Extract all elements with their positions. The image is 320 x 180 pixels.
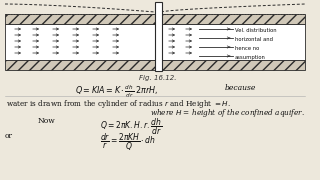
Bar bbox=[155, 2, 162, 71]
Text: because: because bbox=[225, 84, 256, 92]
Bar bbox=[5, 60, 305, 70]
Text: hence no: hence no bbox=[235, 46, 259, 51]
Text: assumption: assumption bbox=[235, 55, 266, 60]
Text: Vel. distribution: Vel. distribution bbox=[235, 28, 276, 33]
Text: Fig. 16.12.: Fig. 16.12. bbox=[139, 75, 177, 81]
Text: $\dfrac{dr}{r} = \dfrac{2\pi KH}{Q} \cdot dh$: $\dfrac{dr}{r} = \dfrac{2\pi KH}{Q} \cdo… bbox=[100, 132, 156, 153]
Bar bbox=[5, 14, 305, 24]
Text: $Q = 2\pi K.H.r. \dfrac{dh}{dr}$: $Q = 2\pi K.H.r. \dfrac{dh}{dr}$ bbox=[100, 117, 162, 137]
Text: or: or bbox=[5, 132, 13, 140]
Text: where $H$ = height of the confined aquifer.: where $H$ = height of the confined aquif… bbox=[150, 107, 305, 119]
Text: Now: Now bbox=[38, 117, 56, 125]
Text: horizontal and: horizontal and bbox=[235, 37, 273, 42]
Text: $Q = KIA = K \cdot \frac{dh}{dr}\ 2\pi rH,$: $Q = KIA = K \cdot \frac{dh}{dr}\ 2\pi r… bbox=[75, 84, 158, 100]
Text: water is drawn from the cylinder of radius $r$ and Height $= H.$: water is drawn from the cylinder of radi… bbox=[6, 98, 231, 110]
Bar bbox=[5, 24, 305, 60]
